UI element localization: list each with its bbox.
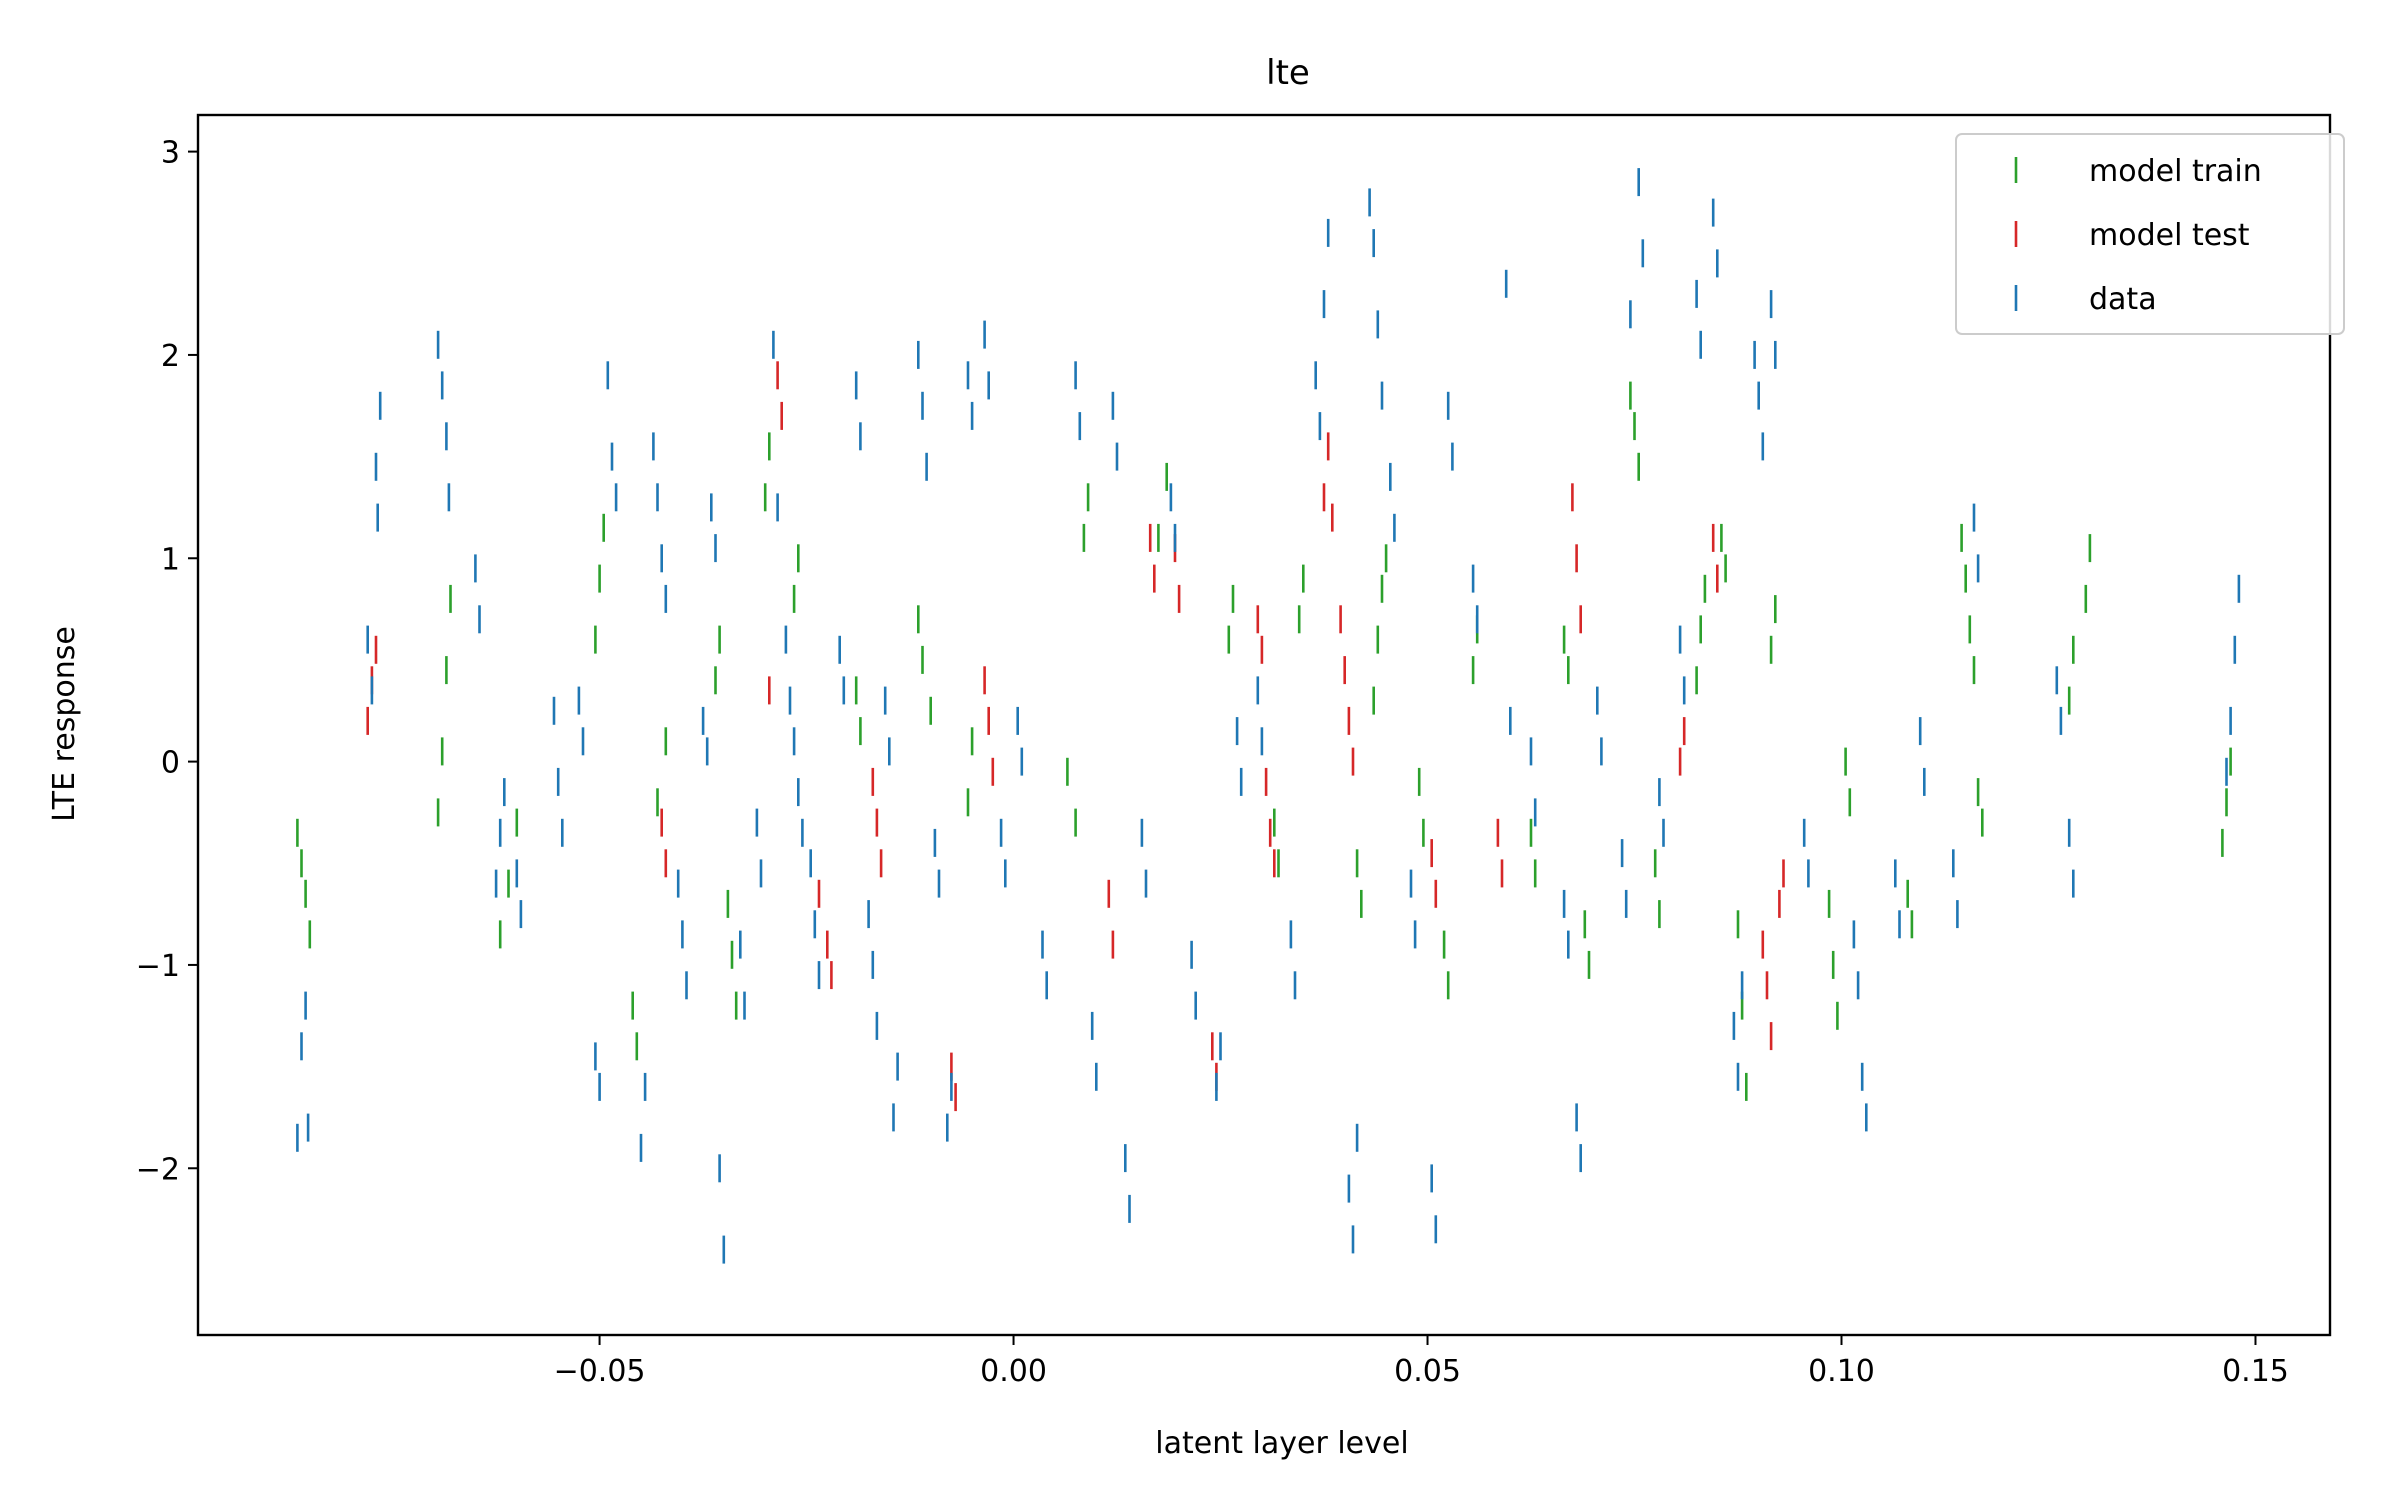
plot-marks [296,168,2241,1264]
legend-label: model train [2089,154,2262,189]
x-tick-label: −0.05 [554,1354,646,1389]
series-data [296,168,2241,1264]
x-tick-label: 0.15 [2222,1354,2289,1389]
y-tick-label: 3 [161,136,180,171]
series-model-test [366,361,1785,1112]
y-axis: −2 −1 0 1 2 3 [136,136,198,1187]
x-tick-label: 0.00 [980,1354,1047,1389]
legend-box [1955,133,2345,335]
legend-label: data [2089,282,2157,317]
legend-label: model test [2089,218,2250,253]
x-tick-label: 0.10 [1808,1354,1875,1389]
x-axis: −0.05 0.00 0.05 0.10 0.15 [554,1335,2289,1389]
y-axis-label: LTE response [47,626,82,822]
y-tick-label: 0 [161,746,180,781]
y-tick-label: 1 [161,542,180,577]
plot-frame [196,113,2332,1337]
y-tick-label: 2 [161,339,180,374]
legend: model train model test data [1955,133,2345,335]
y-tick-label: −1 [136,949,180,984]
x-axis-label: latent layer level [1155,1426,1408,1461]
x-tick-label: 0.05 [1394,1354,1461,1389]
y-tick-label: −2 [136,1152,180,1187]
chart-title: lte [1266,53,1310,93]
